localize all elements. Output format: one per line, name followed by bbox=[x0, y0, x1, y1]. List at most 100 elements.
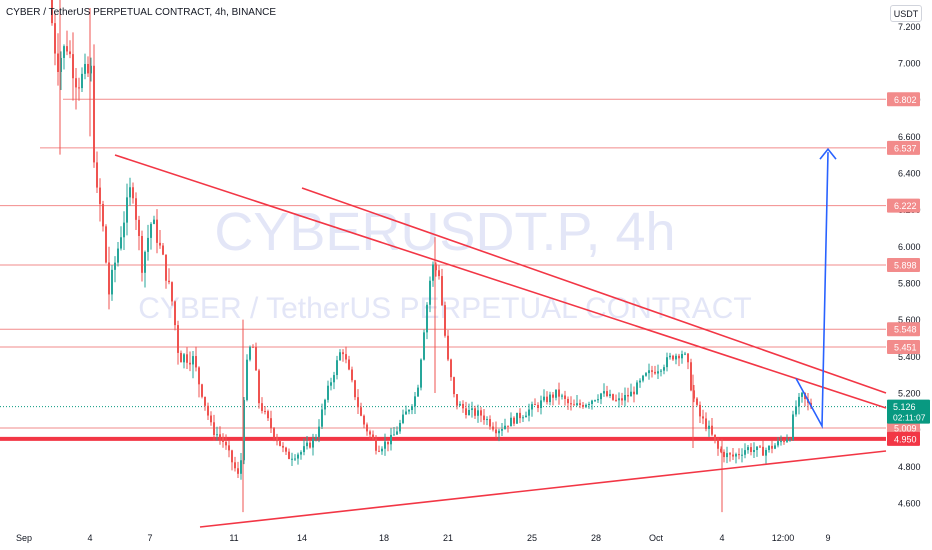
candle-body bbox=[51, 0, 53, 24]
candle bbox=[411, 404, 413, 415]
candle bbox=[402, 409, 404, 425]
candle bbox=[573, 399, 575, 406]
candle-body bbox=[90, 65, 92, 74]
candle-body bbox=[288, 451, 290, 459]
candle bbox=[744, 443, 746, 459]
candle bbox=[267, 409, 269, 422]
candle bbox=[597, 394, 599, 403]
candle-body bbox=[714, 434, 716, 441]
x-tick-label: 11 bbox=[229, 533, 238, 543]
candle bbox=[714, 434, 716, 444]
candle bbox=[510, 412, 512, 427]
level-price-tag: 5.451 bbox=[887, 339, 920, 354]
candle-body bbox=[792, 414, 794, 440]
candle bbox=[222, 433, 224, 448]
candle-body bbox=[306, 442, 308, 447]
candle-body bbox=[468, 409, 470, 415]
candle-body bbox=[258, 370, 260, 404]
candle-body bbox=[165, 254, 167, 281]
candle bbox=[123, 211, 125, 251]
candle-body bbox=[690, 362, 692, 391]
candle-body bbox=[462, 403, 464, 409]
candle-body bbox=[324, 399, 326, 410]
level-tag-bg bbox=[887, 339, 920, 354]
candle bbox=[408, 408, 410, 415]
candle bbox=[741, 448, 743, 463]
candle bbox=[600, 392, 602, 405]
candle-body bbox=[585, 404, 587, 407]
candle bbox=[165, 254, 167, 289]
candle-body bbox=[210, 415, 212, 423]
candle-body bbox=[168, 280, 170, 283]
candle-body bbox=[663, 367, 665, 371]
candle bbox=[786, 434, 788, 444]
candle-body bbox=[396, 431, 398, 435]
candle-body bbox=[555, 389, 557, 398]
candle-body bbox=[291, 458, 293, 460]
candle bbox=[108, 246, 110, 310]
candle-body bbox=[336, 360, 338, 376]
candle bbox=[777, 437, 779, 448]
candle bbox=[87, 56, 89, 77]
candle bbox=[576, 395, 578, 407]
candle bbox=[312, 433, 314, 456]
y-tick-label: 7.000 bbox=[898, 59, 921, 69]
candle bbox=[66, 30, 68, 56]
candle bbox=[657, 364, 659, 380]
currency-button[interactable]: USDT bbox=[890, 5, 922, 22]
candle bbox=[168, 268, 170, 285]
candle-body bbox=[81, 73, 83, 89]
candle-body bbox=[309, 442, 311, 448]
candle-body bbox=[99, 187, 101, 204]
candle bbox=[186, 347, 188, 369]
horizontal-levels bbox=[0, 98, 886, 441]
time-axis[interactable]: Sep 4 7 11 14 18 21 25 28 Oct 4 12:00 9 bbox=[16, 533, 831, 543]
candle-body bbox=[357, 397, 359, 408]
candle bbox=[384, 433, 386, 456]
candle-body bbox=[600, 393, 602, 400]
candle bbox=[183, 353, 185, 369]
candle bbox=[63, 44, 65, 70]
candle-body bbox=[414, 396, 416, 407]
candle-body bbox=[570, 403, 572, 405]
candle bbox=[756, 446, 758, 457]
candle-body bbox=[135, 198, 137, 220]
candle bbox=[705, 412, 707, 432]
candle-body bbox=[747, 447, 749, 451]
candle-body bbox=[114, 262, 116, 270]
candle bbox=[315, 434, 317, 442]
candle bbox=[57, 33, 59, 86]
candle bbox=[405, 405, 407, 415]
candle-body bbox=[393, 434, 395, 436]
candle bbox=[300, 450, 302, 460]
candle-body bbox=[459, 403, 461, 406]
candle-body bbox=[417, 387, 419, 397]
candle bbox=[531, 401, 533, 417]
candle-body bbox=[429, 280, 431, 305]
candle-body bbox=[564, 395, 566, 399]
candle-body bbox=[537, 404, 539, 409]
candle bbox=[399, 419, 401, 434]
trendline-1 bbox=[114, 154, 887, 409]
candle bbox=[552, 391, 554, 406]
candle-body bbox=[711, 425, 713, 435]
candle-body bbox=[108, 262, 110, 295]
projection-arrow[interactable] bbox=[795, 147, 837, 430]
candle bbox=[801, 391, 803, 403]
level-price-tag: 6.537 bbox=[887, 140, 920, 155]
candle bbox=[633, 386, 635, 403]
candle-body bbox=[465, 408, 467, 415]
candle-body bbox=[513, 417, 515, 424]
trendlines[interactable] bbox=[114, 154, 887, 528]
candle bbox=[255, 342, 257, 371]
candle-body bbox=[123, 222, 125, 238]
candle bbox=[249, 345, 251, 362]
candle-body bbox=[279, 441, 281, 446]
candle bbox=[558, 382, 560, 405]
candle bbox=[432, 261, 434, 287]
candle bbox=[351, 366, 353, 383]
candle bbox=[630, 383, 632, 397]
candle bbox=[90, 57, 92, 82]
candle bbox=[477, 404, 479, 423]
